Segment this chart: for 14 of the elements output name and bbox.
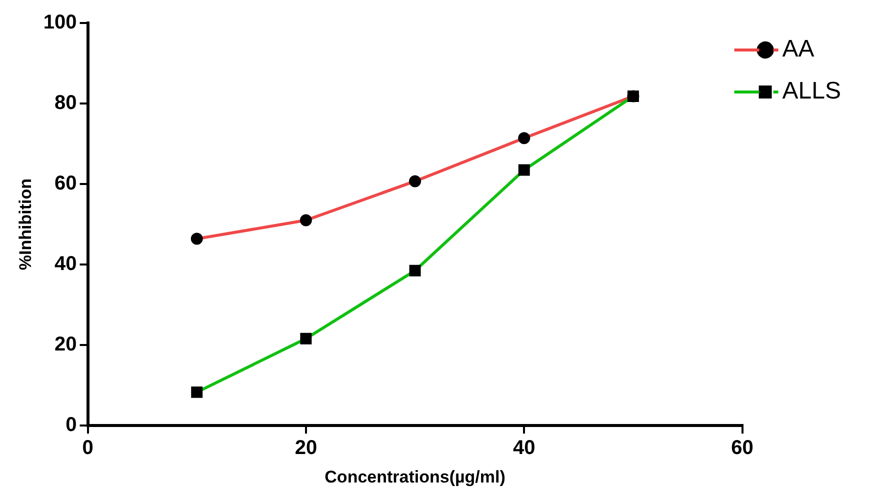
x-tick-label: 0 xyxy=(82,437,94,460)
x-tick-label: 40 xyxy=(512,437,536,460)
legend-label: AA xyxy=(782,36,814,63)
y-tick-label: 40 xyxy=(54,253,77,276)
y-tick-label: 100 xyxy=(43,12,77,34)
legend-label: ALLS xyxy=(782,78,842,105)
y-tick-label: 0 xyxy=(66,414,77,436)
x-tick-label: 20 xyxy=(294,437,318,460)
y-tick-label: 80 xyxy=(54,92,77,114)
y-axis-title: %Inhibition xyxy=(16,178,35,270)
y-tick-label: 60 xyxy=(54,172,77,195)
x-axis-title: Concentrations(µg/ml) xyxy=(324,467,506,486)
y-tick-label: 20 xyxy=(54,334,77,356)
x-tick-label: 60 xyxy=(731,437,754,460)
